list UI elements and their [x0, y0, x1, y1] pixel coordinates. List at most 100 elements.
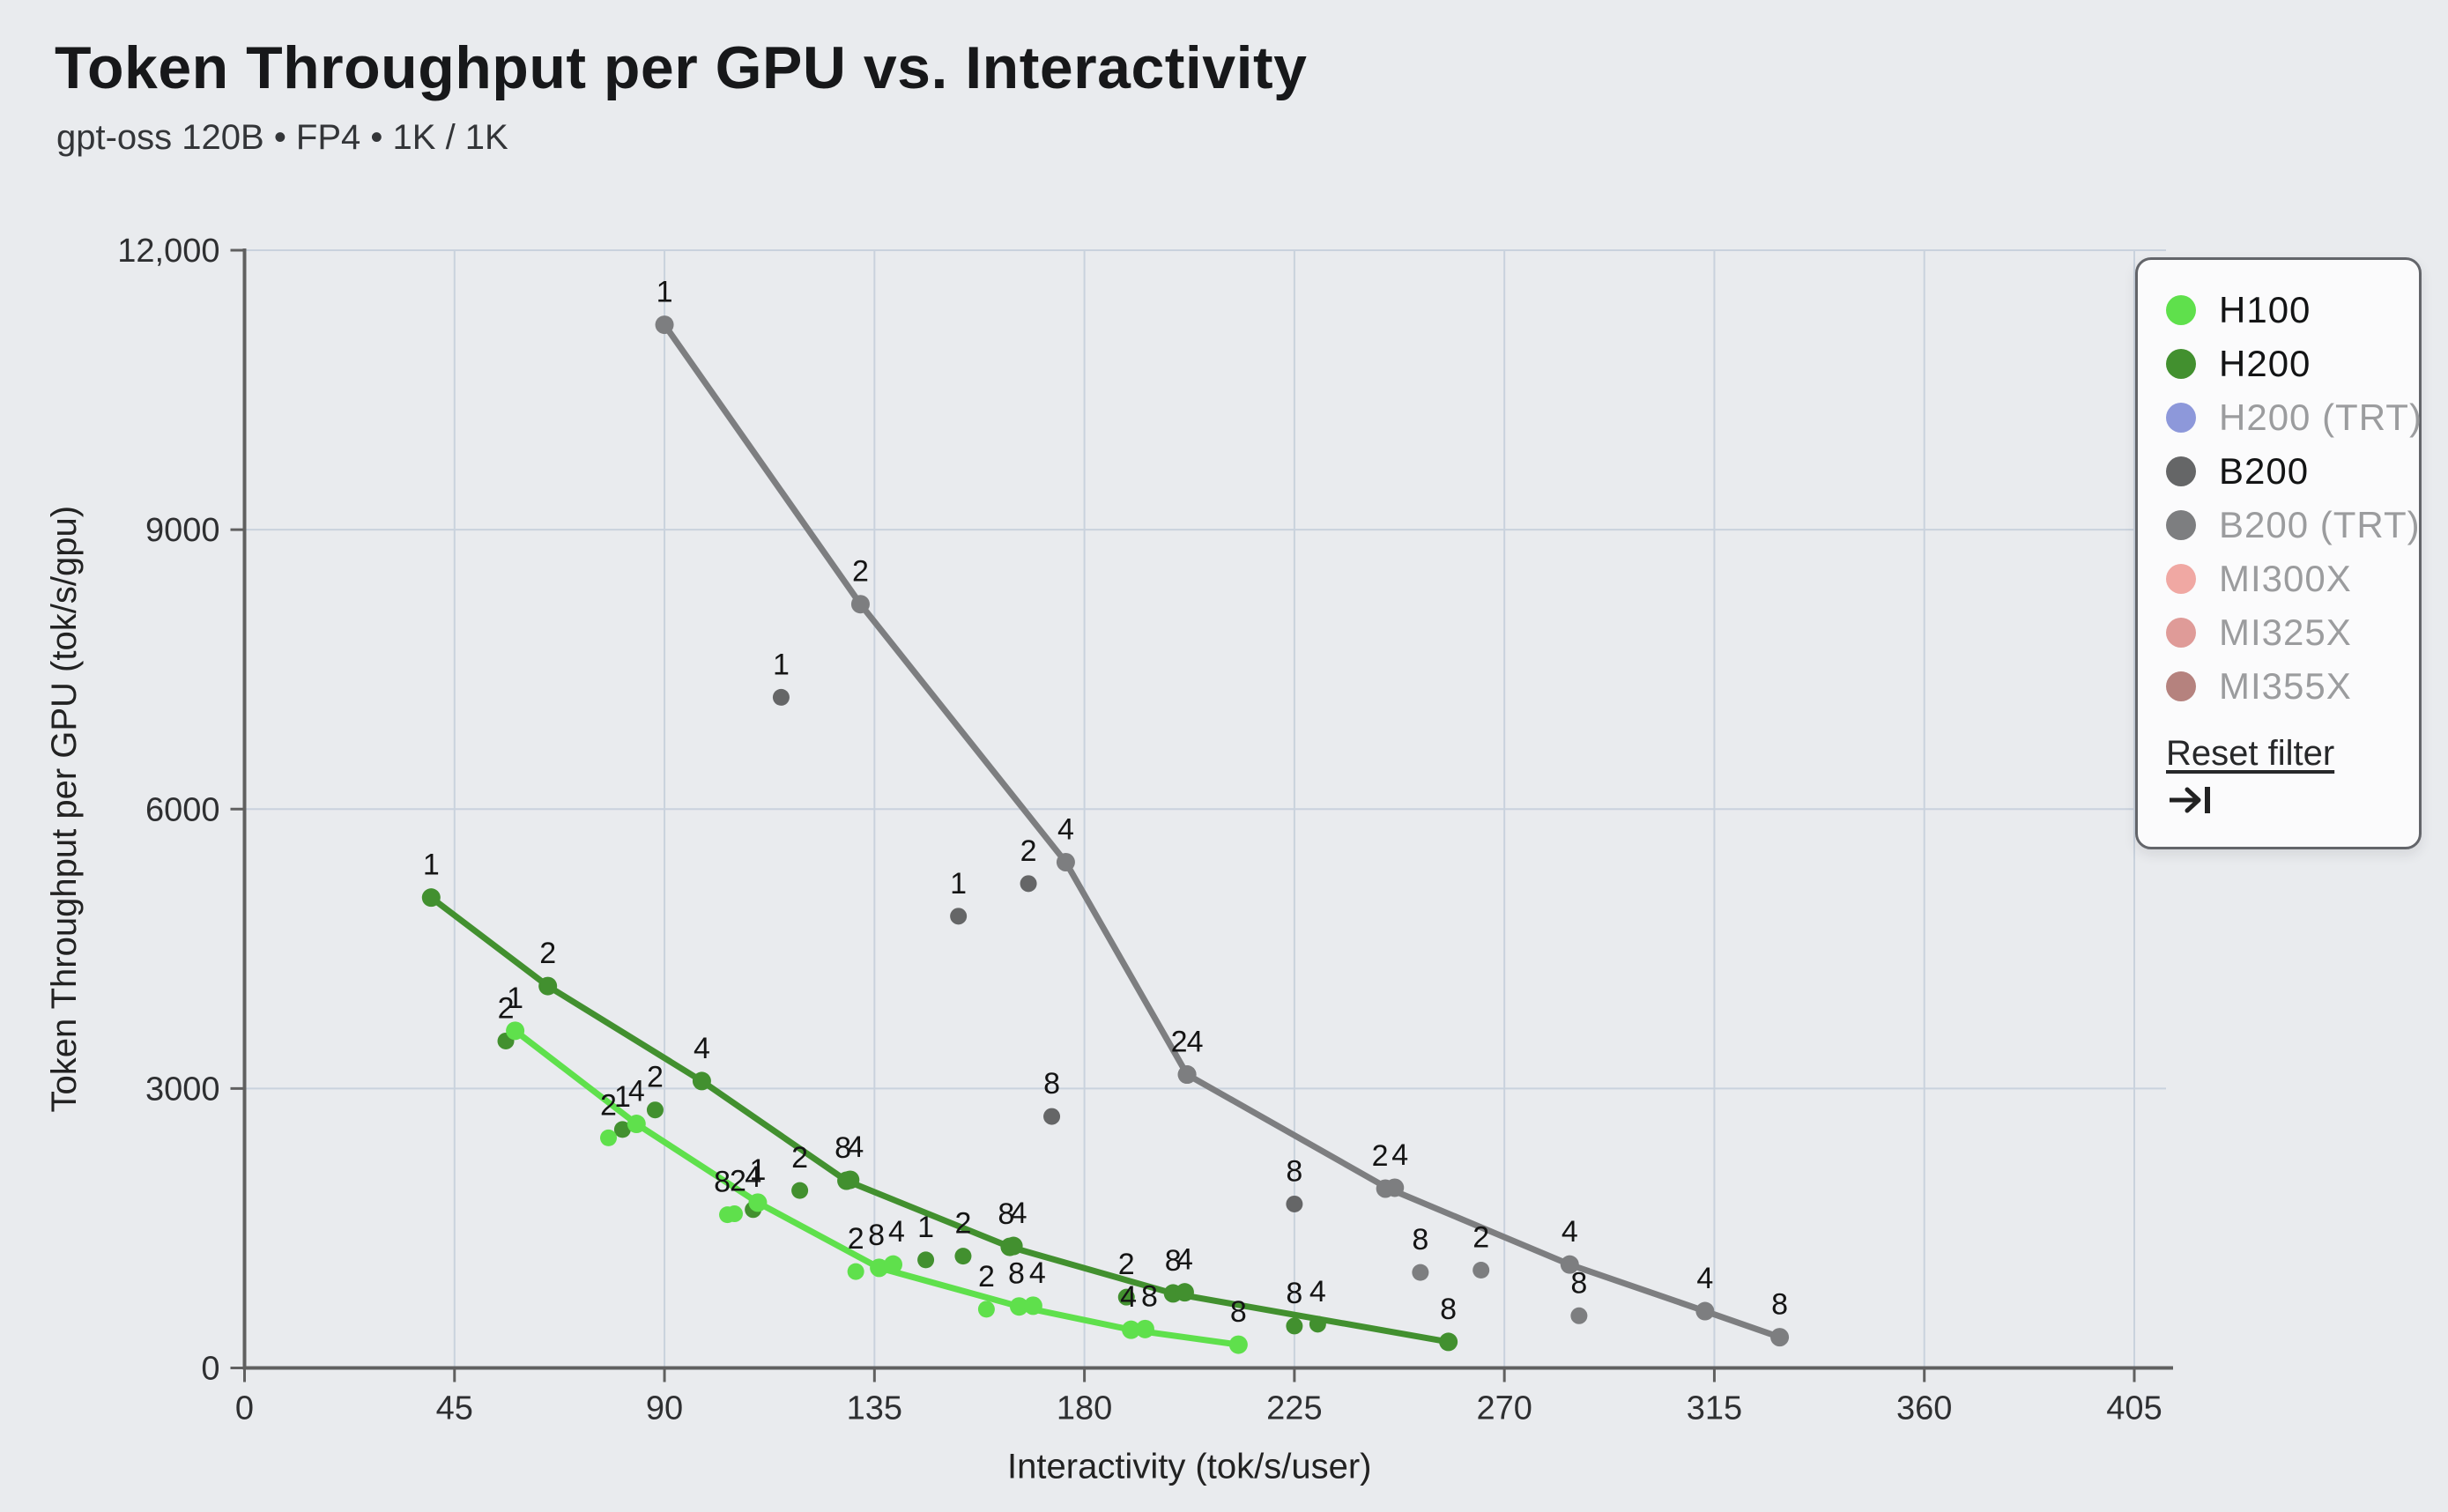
data-point-label: 8 — [1043, 1067, 1060, 1101]
legend-item-label: H200 — [2219, 342, 2311, 384]
data-point-label: 2 — [498, 991, 515, 1025]
data-point-h100[interactable] — [1135, 1319, 1154, 1338]
data-point-label: 2 — [647, 1061, 664, 1094]
legend-item-mi325x[interactable]: MI325X — [2166, 605, 2405, 659]
legend-item-h200[interactable]: H200 — [2166, 337, 2405, 390]
data-point-h100[interactable] — [847, 1263, 864, 1280]
x-tick-label: 0 — [235, 1390, 254, 1427]
legend-item-mi355x[interactable]: MI355X — [2166, 659, 2405, 713]
data-point-label: 4 — [1562, 1215, 1578, 1249]
arrow-right-to-bar-icon — [2170, 787, 2210, 813]
page-subtitle: gpt-oss 120B • FP4 • 1K / 1K — [56, 118, 508, 157]
legend-swatch-icon — [2166, 294, 2196, 325]
data-point-b200[interactable] — [1286, 1195, 1303, 1212]
data-point-label: 4 — [1029, 1256, 1046, 1290]
data-point-h200[interactable] — [1117, 1288, 1135, 1306]
data-point-label: 1 — [614, 1080, 631, 1114]
data-point-label: 8 — [1412, 1223, 1428, 1256]
data-point-h100[interactable] — [870, 1258, 889, 1278]
data-point-h100[interactable] — [1122, 1320, 1141, 1339]
data-point-h200[interactable] — [421, 888, 441, 908]
data-point-h100[interactable] — [1009, 1297, 1028, 1316]
data-point-label: 4 — [745, 1160, 761, 1194]
data-point-label: 1 — [773, 648, 790, 681]
data-point-h200[interactable] — [1286, 1317, 1303, 1335]
data-point-b200[interactable] — [950, 908, 968, 925]
legend-item-h100[interactable]: H100 — [2166, 283, 2405, 337]
data-point-label: 1 — [423, 849, 440, 882]
data-point-h100[interactable] — [1023, 1296, 1042, 1316]
data-point-h100[interactable] — [627, 1115, 646, 1134]
x-tick-label: 90 — [646, 1390, 683, 1427]
legend-item-mi300x[interactable]: MI300X — [2166, 552, 2405, 605]
data-point-label: 1 — [507, 982, 523, 1015]
data-point-h200[interactable] — [538, 976, 558, 996]
data-point-b200-trt-[interactable] — [850, 595, 870, 614]
legend-item-h200-trt-[interactable]: H200 (TRT) — [2166, 390, 2422, 444]
legend-swatch-icon — [2166, 617, 2196, 648]
frontier-line-b200-trt- — [661, 322, 1784, 1341]
data-point-label: 2 — [730, 1165, 746, 1198]
data-point-h100[interactable] — [725, 1205, 743, 1223]
data-point-label: 4 — [1057, 813, 1074, 847]
data-point-label: 2 — [978, 1260, 995, 1293]
x-tick-label: 225 — [1266, 1390, 1322, 1427]
data-point-h100[interactable] — [1228, 1335, 1248, 1354]
legend-item-label: MI325X — [2219, 611, 2352, 653]
data-point-label: 4 — [628, 1075, 645, 1108]
legend-swatch-icon — [2166, 402, 2196, 433]
collapse-legend-button[interactable] — [2166, 782, 2215, 818]
data-point-label: 8 — [714, 1166, 731, 1199]
data-point-label: 4 — [1309, 1275, 1326, 1308]
data-point-label: 2 — [954, 1207, 971, 1241]
data-point-b200[interactable] — [1020, 875, 1037, 893]
legend-swatch-icon — [2166, 509, 2196, 540]
data-point-b200[interactable] — [1043, 1108, 1061, 1125]
legend-swatch-icon — [2166, 456, 2196, 486]
data-point-h100[interactable] — [506, 1021, 525, 1041]
data-point-label: 2 — [1118, 1248, 1135, 1281]
data-point-h100[interactable] — [600, 1129, 618, 1146]
data-point-h100[interactable] — [977, 1301, 995, 1318]
data-point-label: 8 — [1440, 1293, 1457, 1326]
data-point-h100[interactable] — [748, 1193, 768, 1212]
legend-item-b200-trt-[interactable]: B200 (TRT) — [2166, 498, 2420, 552]
data-point-h200[interactable] — [791, 1182, 809, 1199]
data-point-b200-trt-[interactable] — [1770, 1328, 1790, 1347]
data-point-h200[interactable] — [613, 1121, 631, 1138]
y-axis-title: Token Throughput per GPU (tok/s/gpu) — [45, 506, 84, 1113]
data-point-b200-trt-[interactable] — [1177, 1065, 1197, 1085]
data-point-h200[interactable] — [692, 1071, 711, 1091]
data-point-h200[interactable] — [841, 1170, 860, 1190]
legend-item-label: MI355X — [2219, 664, 2352, 707]
y-tick-label: 3000 — [145, 1071, 220, 1108]
reset-filter-link[interactable]: Reset filter — [2166, 734, 2335, 773]
data-point-h200[interactable] — [1439, 1332, 1458, 1352]
data-point-label: 4 — [1011, 1197, 1027, 1230]
data-point-h200[interactable] — [1175, 1283, 1194, 1302]
data-point-b200-trt-[interactable] — [1570, 1307, 1588, 1324]
data-point-label: 8 — [1286, 1277, 1302, 1310]
data-point-h100[interactable] — [884, 1255, 903, 1274]
legend-item-b200[interactable]: B200 — [2166, 444, 2405, 498]
data-point-h200[interactable] — [646, 1101, 664, 1119]
data-point-h200[interactable] — [954, 1248, 972, 1265]
data-point-h200[interactable] — [1309, 1316, 1326, 1333]
data-point-b200-trt-[interactable] — [1385, 1178, 1405, 1197]
x-tick-label: 405 — [2106, 1390, 2162, 1427]
data-point-b200[interactable] — [772, 688, 790, 706]
data-point-h200[interactable] — [1004, 1236, 1023, 1256]
data-point-b200-trt-[interactable] — [1560, 1255, 1579, 1274]
data-point-b200-trt-[interactable] — [1056, 853, 1075, 872]
data-point-label: 1 — [950, 867, 967, 901]
data-point-b200-trt-[interactable] — [1473, 1262, 1490, 1279]
data-point-b200-trt-[interactable] — [1695, 1301, 1715, 1321]
data-point-h200[interactable] — [917, 1251, 935, 1269]
data-point-b200-trt-[interactable] — [1412, 1264, 1429, 1281]
legend-item-label: H200 (TRT) — [2219, 396, 2422, 438]
legend-swatch-icon — [2166, 348, 2196, 379]
data-point-b200-trt-[interactable] — [655, 315, 674, 335]
data-point-label: 2 — [791, 1141, 808, 1175]
